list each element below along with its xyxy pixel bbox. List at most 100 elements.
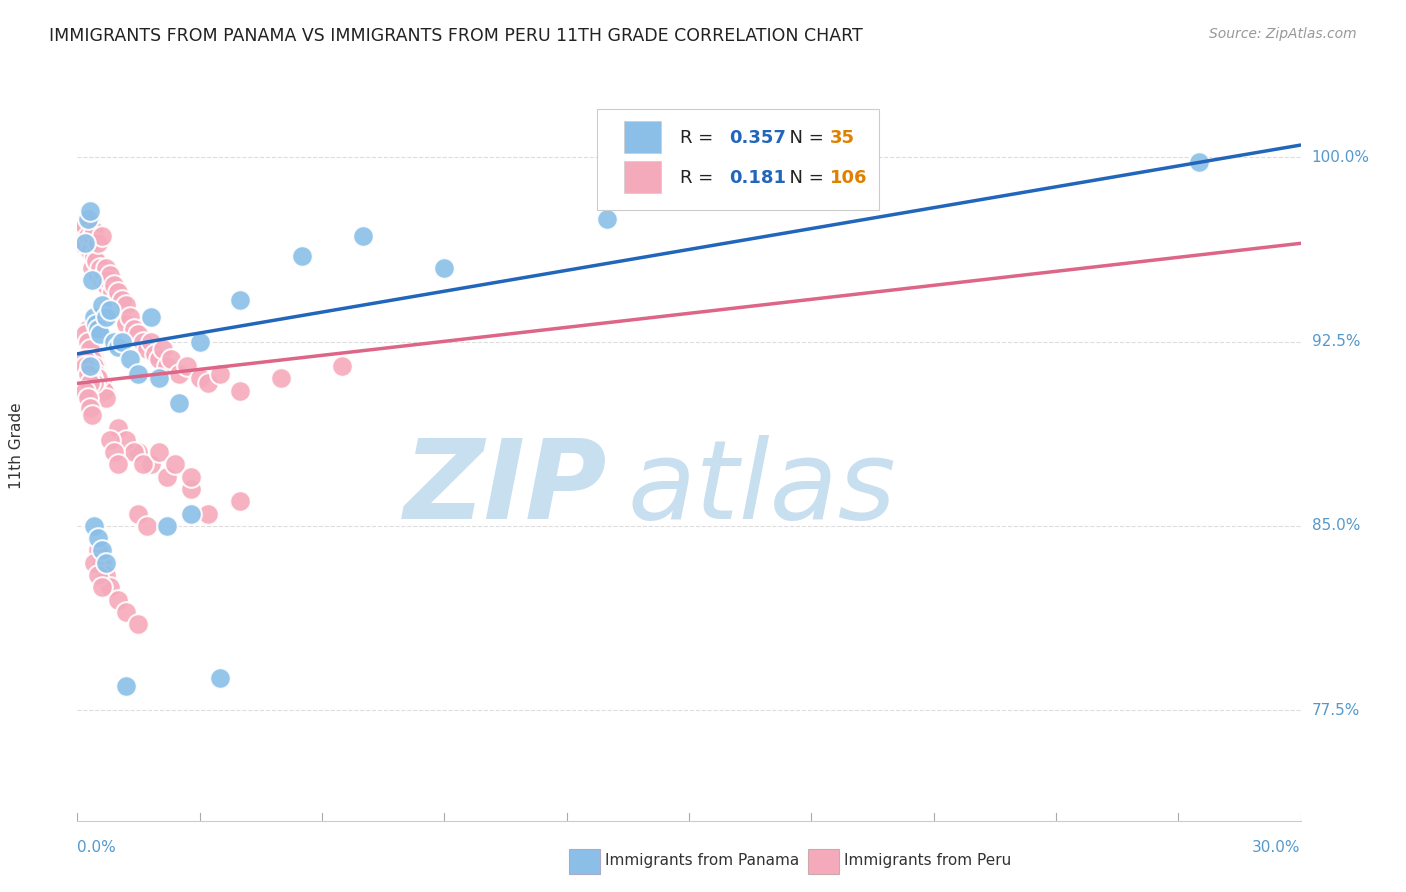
Point bbox=[80, 260, 103, 275]
Point bbox=[208, 367, 231, 381]
Point bbox=[90, 376, 112, 391]
Point bbox=[433, 260, 456, 275]
Point bbox=[76, 359, 98, 373]
Point bbox=[84, 367, 107, 381]
Point bbox=[75, 384, 97, 398]
Point bbox=[75, 236, 97, 251]
Text: 77.5%: 77.5% bbox=[1312, 703, 1360, 717]
Point bbox=[115, 298, 138, 312]
Point bbox=[107, 420, 129, 434]
Point bbox=[127, 507, 149, 521]
Point bbox=[83, 359, 105, 373]
Point bbox=[97, 273, 120, 287]
Point bbox=[87, 543, 110, 558]
Text: Immigrants from Peru: Immigrants from Peru bbox=[844, 854, 1011, 868]
Point bbox=[139, 310, 162, 324]
Point bbox=[169, 396, 191, 410]
Point bbox=[80, 229, 103, 244]
Point bbox=[98, 580, 121, 594]
Point bbox=[115, 433, 138, 447]
Text: 35: 35 bbox=[830, 129, 855, 147]
Point bbox=[148, 351, 170, 366]
Text: 92.5%: 92.5% bbox=[1312, 334, 1360, 349]
Text: 85.0%: 85.0% bbox=[1312, 518, 1360, 533]
Point bbox=[103, 445, 125, 459]
Point bbox=[98, 302, 121, 317]
Point bbox=[79, 342, 101, 356]
Point bbox=[93, 268, 115, 283]
Point bbox=[111, 310, 134, 324]
Text: atlas: atlas bbox=[628, 435, 897, 542]
Point bbox=[188, 334, 211, 349]
Point bbox=[188, 371, 211, 385]
Text: ZIP: ZIP bbox=[404, 435, 607, 542]
Point bbox=[94, 391, 117, 405]
Point bbox=[229, 384, 252, 398]
FancyBboxPatch shape bbox=[624, 161, 661, 193]
Point bbox=[80, 342, 103, 356]
Point bbox=[229, 293, 252, 307]
Point bbox=[79, 367, 101, 381]
Point bbox=[76, 229, 98, 244]
Point bbox=[93, 384, 115, 398]
Point bbox=[127, 617, 149, 632]
Point bbox=[139, 334, 162, 349]
FancyBboxPatch shape bbox=[598, 109, 879, 210]
Point bbox=[87, 568, 110, 582]
Point bbox=[352, 229, 374, 244]
Point bbox=[87, 322, 110, 336]
Point bbox=[131, 458, 153, 472]
Text: Immigrants from Panama: Immigrants from Panama bbox=[605, 854, 799, 868]
Point bbox=[90, 229, 112, 244]
Point bbox=[87, 367, 110, 381]
Point bbox=[596, 211, 619, 226]
Point bbox=[103, 278, 125, 293]
Point bbox=[115, 605, 138, 619]
Point bbox=[84, 253, 107, 268]
Point bbox=[176, 359, 198, 373]
Point bbox=[120, 351, 142, 366]
Point bbox=[79, 204, 101, 219]
Point bbox=[107, 285, 129, 300]
Point bbox=[156, 469, 179, 483]
Point bbox=[83, 249, 105, 263]
Point bbox=[107, 302, 129, 317]
Point bbox=[1187, 155, 1209, 169]
Point bbox=[152, 342, 174, 356]
Point bbox=[156, 359, 179, 373]
Point bbox=[90, 273, 112, 287]
Text: IMMIGRANTS FROM PANAMA VS IMMIGRANTS FROM PERU 11TH GRADE CORRELATION CHART: IMMIGRANTS FROM PANAMA VS IMMIGRANTS FRO… bbox=[49, 27, 863, 45]
Point bbox=[75, 351, 97, 366]
Point bbox=[160, 351, 183, 366]
Point bbox=[229, 494, 252, 508]
Point bbox=[332, 359, 354, 373]
Text: Source: ZipAtlas.com: Source: ZipAtlas.com bbox=[1209, 27, 1357, 41]
Point bbox=[83, 224, 105, 238]
Point bbox=[83, 519, 105, 533]
Point bbox=[76, 211, 98, 226]
Point bbox=[94, 260, 117, 275]
Text: 100.0%: 100.0% bbox=[1312, 150, 1369, 165]
Point bbox=[180, 507, 202, 521]
Point bbox=[72, 224, 94, 238]
Point bbox=[75, 327, 97, 342]
Text: N =: N = bbox=[779, 169, 830, 186]
Point bbox=[103, 334, 125, 349]
Point bbox=[90, 580, 112, 594]
Point bbox=[75, 359, 97, 373]
Point bbox=[148, 445, 170, 459]
Point bbox=[131, 334, 153, 349]
Point bbox=[94, 310, 117, 324]
Point bbox=[80, 273, 103, 287]
Point bbox=[105, 293, 128, 307]
Point bbox=[139, 458, 162, 472]
Text: 0.357: 0.357 bbox=[730, 129, 786, 147]
Point bbox=[148, 371, 170, 385]
Point bbox=[169, 367, 191, 381]
Point bbox=[180, 482, 202, 496]
Point bbox=[111, 293, 134, 307]
Point bbox=[83, 376, 105, 391]
Point bbox=[70, 236, 93, 251]
Point bbox=[208, 671, 231, 685]
Point bbox=[156, 519, 179, 533]
